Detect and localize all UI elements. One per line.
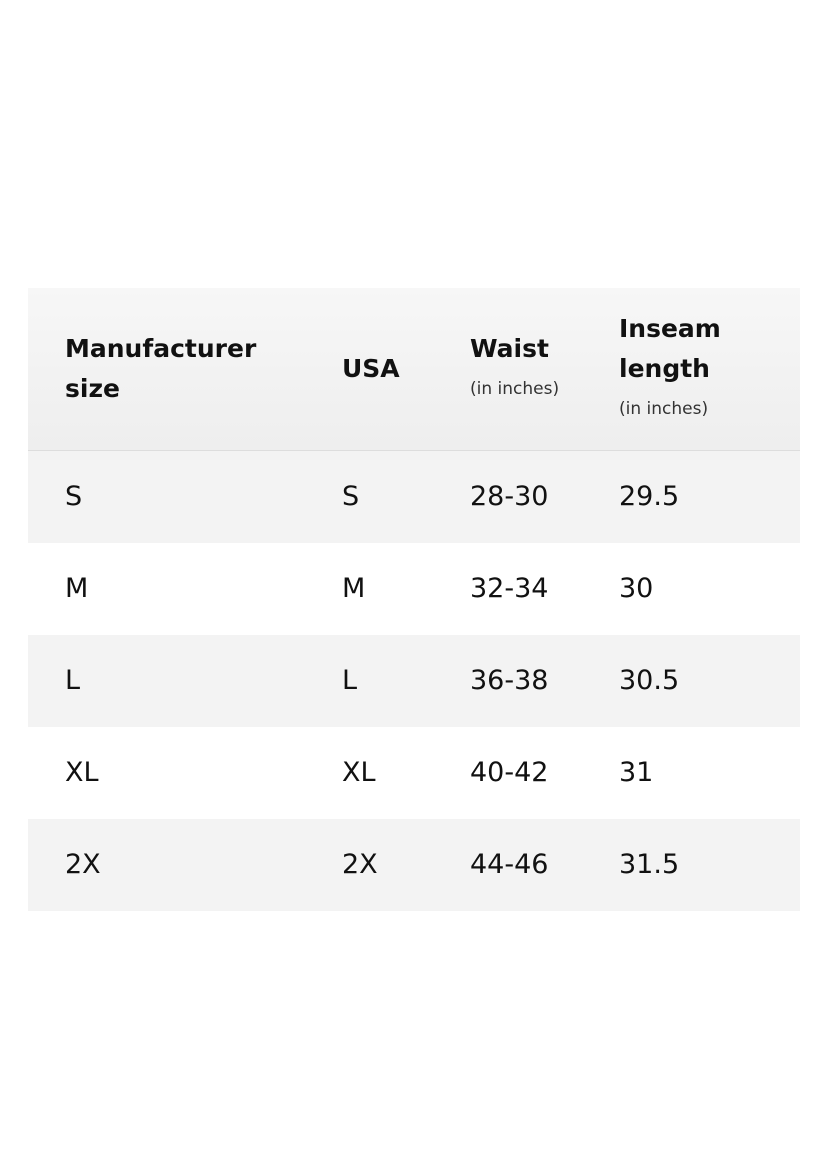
table-header: Manufacturer size USA Waist (in inches) Inse…	[28, 288, 800, 451]
table-cell: XL	[65, 757, 99, 788]
size-table: Manufacturer size USA Waist (in inches) Inse…	[28, 288, 800, 911]
header-title: Waist	[470, 334, 549, 363]
table-row: XL XL 40-42 31	[28, 727, 800, 819]
table-cell: 30	[619, 573, 654, 604]
table-row: S S 28-30 29.5	[28, 451, 800, 543]
header-cell: USA	[342, 349, 452, 389]
table-cell: 28-30	[470, 481, 549, 512]
table-cell: 32-34	[470, 573, 549, 604]
table-cell: XL	[342, 757, 376, 788]
table-cell: 2X	[65, 849, 101, 880]
table-cell: 36-38	[470, 665, 549, 696]
header-cell: Inseam length (in inches)	[619, 309, 779, 429]
table-row: L L 36-38 30.5	[28, 635, 800, 727]
table-row: 2X 2X 44-46 31.5	[28, 819, 800, 911]
header-cell: Manufacturer size	[65, 329, 285, 409]
table-cell: M	[65, 573, 89, 604]
header-note: (in inches)	[619, 399, 709, 419]
table-cell: 30.5	[619, 665, 680, 696]
table-cell: S	[65, 481, 83, 512]
header-title: USA	[342, 354, 400, 383]
table-cell: 31.5	[619, 849, 680, 880]
table-row: M M 32-34 30	[28, 543, 800, 635]
header-title: Inseam length	[619, 314, 721, 383]
header-cell: Waist (in inches)	[470, 329, 580, 409]
table-cell: 29.5	[619, 481, 680, 512]
header-title: Manufacturer size	[65, 334, 257, 403]
table-cell: S	[342, 481, 360, 512]
table-cell: L	[65, 665, 81, 696]
table-cell: L	[342, 665, 358, 696]
table-cell: 31	[619, 757, 654, 788]
table-body: S S 28-30 29.5 M M 32-34 30 L L 36-38 30.5 XL XL 40-42…	[28, 451, 800, 911]
table-cell: 2X	[342, 849, 378, 880]
header-note: (in inches)	[470, 379, 560, 399]
table-cell: 40-42	[470, 757, 549, 788]
table-cell: M	[342, 573, 366, 604]
table-cell: 44-46	[470, 849, 549, 880]
